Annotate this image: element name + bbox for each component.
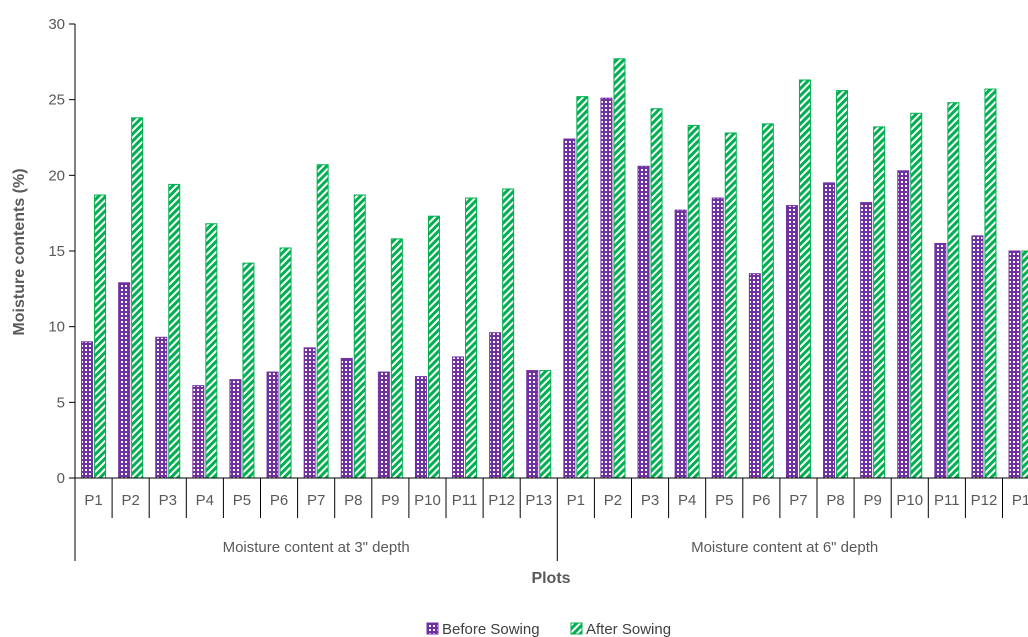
x-tick-label: P11: [934, 492, 960, 509]
y-tick-label: 15: [48, 243, 65, 260]
y-tick-label: 25: [48, 92, 65, 109]
x-tick-label: P1: [1012, 492, 1028, 509]
x-tick-label: P3: [159, 492, 177, 509]
bar-after-sowing: [131, 117, 144, 479]
x-tick-label: P9: [381, 492, 399, 509]
bar-after-sowing: [724, 132, 737, 479]
bar-before-sowing: [897, 170, 910, 479]
bar-before-sowing: [934, 242, 947, 479]
x-tick-label: P4: [678, 492, 696, 509]
x-tick-label: P6: [270, 492, 288, 509]
bar-after-sowing: [242, 262, 255, 479]
legend: Before Sowing After Sowing: [426, 621, 671, 637]
x-tick-label: P7: [789, 492, 807, 509]
x-tick-label: P9: [863, 492, 881, 509]
bar-before-sowing: [563, 138, 576, 479]
bar-before-sowing: [377, 371, 390, 479]
bar-after-sowing: [798, 79, 811, 479]
x-tick-label: P6: [752, 492, 770, 509]
bar-after-sowing: [539, 370, 552, 479]
bar-after-sowing: [427, 215, 440, 479]
bar-before-sowing: [526, 370, 539, 479]
bar-after-sowing: [984, 88, 997, 479]
x-tick-label: P4: [196, 492, 214, 509]
x-axis: P1 P2 P3 P4 P5 P6 P7 P8 P9 P10 P11 P12 P13 P1 P2 P3 P4 P5…: [74, 477, 1028, 561]
bar-after-sowing: [316, 164, 329, 479]
bar-after-sowing: [502, 188, 515, 479]
bar-before-sowing: [748, 273, 761, 479]
x-tick-label: P10: [896, 492, 923, 509]
bar-after-sowing: [650, 108, 663, 479]
bar-before-sowing: [266, 371, 279, 479]
x-tick-label: P2: [604, 492, 622, 509]
x-group-label: Moisture content at 3" depth: [223, 539, 410, 556]
x-axis-title: Plots: [531, 570, 570, 587]
bar-after-sowing: [353, 194, 366, 479]
x-tick-label: P12: [971, 492, 998, 509]
bar-before-sowing: [118, 282, 131, 479]
bar-before-sowing: [1008, 250, 1021, 479]
bar-before-sowing: [637, 165, 650, 479]
x-group-label: Moisture content at 6" depth: [691, 539, 878, 556]
y-tick-label: 30: [48, 16, 65, 33]
x-tick-label: P1: [84, 492, 102, 509]
bar-before-sowing: [489, 332, 502, 479]
bar-before-sowing: [303, 347, 316, 479]
bar-after-sowing: [910, 112, 923, 479]
bar-after-sowing: [279, 247, 292, 479]
bar-before-sowing: [340, 357, 353, 479]
x-tick-label: P1: [567, 492, 585, 509]
bar-before-sowing: [860, 202, 873, 479]
bar-after-sowing: [205, 223, 218, 479]
y-axis: 0 5 10 15 20 25 30: [48, 16, 76, 487]
bar-before-sowing: [155, 336, 168, 479]
bar-before-sowing: [414, 376, 427, 479]
x-tick-label: P13: [525, 492, 552, 509]
bar-after-sowing: [94, 194, 107, 479]
legend-label-before-sowing: Before Sowing: [442, 621, 540, 637]
bar-before-sowing: [785, 205, 798, 479]
bar-after-sowing: [873, 126, 886, 479]
bar-before-sowing: [971, 235, 984, 479]
bar-before-sowing: [81, 341, 94, 479]
x-tick-label: P12: [488, 492, 515, 509]
x-tick-label: P8: [344, 492, 362, 509]
y-tick-label: 5: [57, 394, 65, 411]
legend-swatch-after-sowing: [570, 622, 583, 635]
bar-after-sowing: [576, 96, 589, 479]
x-tick-label: P8: [826, 492, 844, 509]
bar-before-sowing: [823, 182, 836, 479]
x-tick-label: P10: [414, 492, 441, 509]
bar-after-sowing: [613, 58, 626, 479]
bar-after-sowing: [465, 197, 478, 479]
bar-before-sowing: [600, 97, 613, 479]
bar-after-sowing: [390, 238, 403, 479]
legend-swatch-before-sowing: [426, 622, 439, 635]
y-tick-label: 20: [48, 167, 65, 184]
x-tick-label: P5: [233, 492, 251, 509]
y-tick-label: 10: [48, 319, 65, 336]
x-tick-label: P5: [715, 492, 733, 509]
bar-before-sowing: [674, 209, 687, 479]
x-tick-label: P3: [641, 492, 659, 509]
x-tick-label: P11: [452, 492, 478, 509]
bar-after-sowing: [836, 90, 849, 479]
bar-after-sowing: [687, 124, 700, 479]
legend-label-after-sowing: After Sowing: [586, 621, 671, 637]
bar-before-sowing: [229, 379, 242, 479]
bars: [81, 58, 1028, 479]
x-tick-label: P2: [121, 492, 139, 509]
x-tick-label: P7: [307, 492, 325, 509]
bar-before-sowing: [711, 197, 724, 479]
bar-after-sowing: [947, 102, 960, 479]
bar-after-sowing: [1021, 250, 1028, 479]
bar-before-sowing: [452, 356, 465, 479]
y-axis-title: Moisture contents (%): [11, 168, 28, 335]
y-tick-label: 0: [57, 470, 65, 487]
bar-after-sowing: [761, 123, 774, 479]
bar-after-sowing: [168, 183, 181, 479]
bar-before-sowing: [192, 385, 205, 479]
